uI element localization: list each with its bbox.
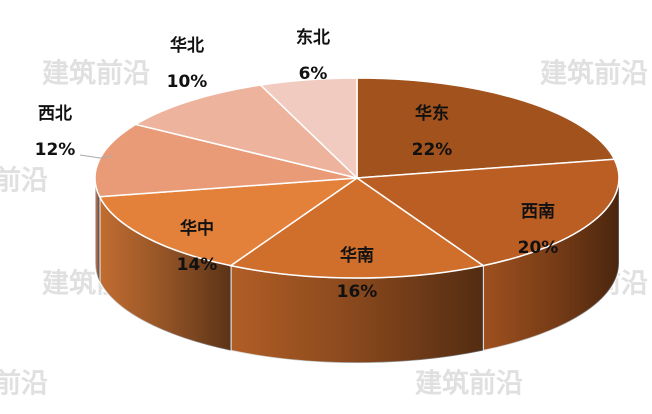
value-label: 6%	[299, 64, 328, 84]
watermark: 建筑前沿	[0, 165, 48, 197]
slice	[356, 77, 616, 179]
value-label: 16%	[337, 282, 378, 302]
value-label: 22%	[412, 140, 453, 160]
category-label: 华东	[415, 103, 449, 124]
value-label: 10%	[167, 72, 208, 92]
category-label: 华南	[340, 245, 374, 266]
watermark: 建筑前沿	[415, 368, 523, 400]
watermark: 建筑前沿	[540, 58, 648, 90]
category-label: 东北	[296, 27, 330, 48]
watermark: 建筑前沿	[42, 58, 150, 90]
slice	[354, 158, 620, 267]
value-label: 12%	[35, 140, 76, 160]
category-label: 西南	[521, 201, 555, 222]
slice-side-shade	[99, 196, 231, 351]
category-label: 西北	[38, 104, 72, 124]
slice	[94, 123, 358, 198]
value-label: 14%	[177, 255, 218, 275]
value-label: 20%	[518, 238, 559, 258]
slice-side-shade	[483, 178, 619, 351]
slice-side-shade	[95, 178, 100, 282]
leader-line	[79, 154, 113, 159]
slice	[133, 84, 360, 180]
category-label: 华中	[180, 218, 214, 239]
slice	[258, 77, 358, 180]
category-label: 华北	[170, 35, 204, 56]
slice	[228, 177, 486, 279]
slice-side-shade	[230, 265, 484, 363]
slice	[98, 177, 360, 267]
watermark: 建筑前沿	[0, 368, 48, 400]
